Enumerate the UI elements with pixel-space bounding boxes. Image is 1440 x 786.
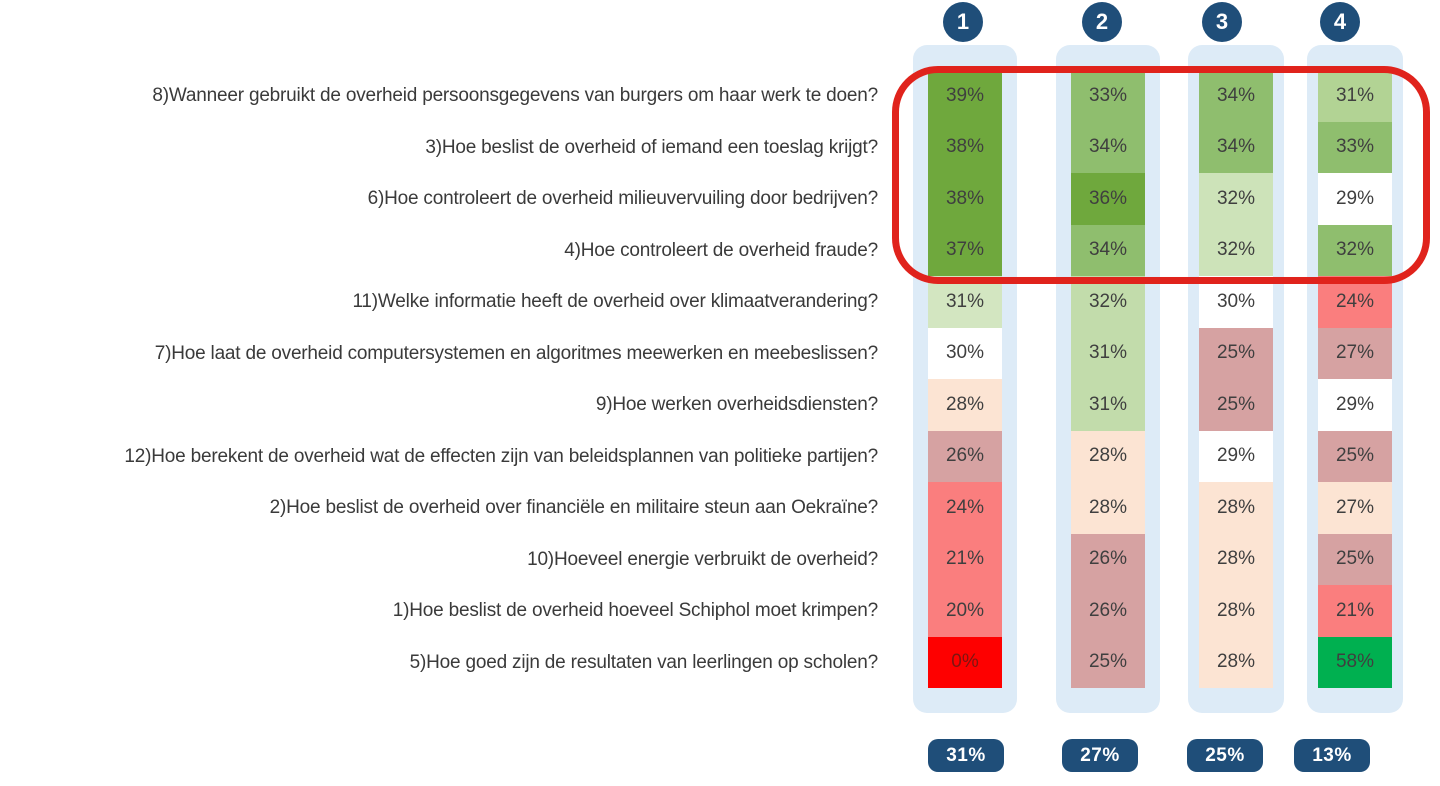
- heatmap-cell: 24%: [1318, 276, 1392, 328]
- heatmap-cell: 39%: [928, 70, 1002, 122]
- heatmap-cell: 21%: [1318, 585, 1392, 637]
- column-track: 33% 34% 36% 34% 32% 31% 31% 28% 28% 26% 26% 25%: [1056, 45, 1160, 713]
- heatmap-cell: 25%: [1071, 636, 1145, 688]
- heatmap-cell: 28%: [1199, 636, 1273, 688]
- heatmap-cell: 25%: [1199, 327, 1273, 379]
- column-total-badge: 25%: [1187, 739, 1263, 772]
- heatmap-cell: 26%: [928, 430, 1002, 482]
- heatmap-cell: 27%: [1318, 482, 1392, 534]
- heatmap-cell: 28%: [928, 379, 1002, 431]
- column-number-badge: 3: [1202, 2, 1242, 42]
- heatmap-cell: 25%: [1199, 379, 1273, 431]
- heatmap-cell: 28%: [1199, 482, 1273, 534]
- heatmap-cell: 20%: [928, 585, 1002, 637]
- heatmap-cell: 38%: [928, 121, 1002, 173]
- heatmap-cell: 29%: [1318, 379, 1392, 431]
- heatmap-cell: 28%: [1199, 585, 1273, 637]
- heatmap-cell: 0%: [928, 636, 1002, 688]
- column-track: 34% 34% 32% 32% 30% 25% 25% 29% 28% 28% 28% 28%: [1188, 45, 1284, 713]
- question-label: 12)Hoe berekent de overheid wat de effec…: [124, 445, 878, 467]
- heatmap-cell: 28%: [1199, 533, 1273, 585]
- heatmap-cell: 28%: [1071, 482, 1145, 534]
- heatmap-cell: 32%: [1071, 276, 1145, 328]
- column-total-badge: 27%: [1062, 739, 1138, 772]
- heatmap-cell: 21%: [928, 533, 1002, 585]
- question-label: 8)Wanneer gebruikt de overheid persoonsg…: [152, 85, 878, 107]
- heatmap-cell: 32%: [1199, 224, 1273, 276]
- heatmap-cell: 29%: [1318, 173, 1392, 225]
- column-track: 39% 38% 38% 37% 31% 30% 28% 26% 24% 21% 20% 0%: [913, 45, 1017, 713]
- question-label: 4)Hoe controleert de overheid fraude?: [564, 239, 878, 261]
- heatmap-cell: 26%: [1071, 585, 1145, 637]
- heatmap-cell: 36%: [1071, 173, 1145, 225]
- heatmap-cell: 33%: [1318, 121, 1392, 173]
- question-label: 9)Hoe werken overheidsdiensten?: [595, 394, 878, 416]
- column-cells: 34% 34% 32% 32% 30% 25% 25% 29% 28% 28% 28% 28%: [1188, 70, 1284, 688]
- heatmap-cell: 25%: [1318, 430, 1392, 482]
- column-track: 31% 33% 29% 32% 24% 27% 29% 25% 27% 25% 21% 58%: [1307, 45, 1403, 713]
- heatmap-cell: 31%: [928, 276, 1002, 328]
- question-label: 10)Hoeveel energie verbruikt de overheid…: [527, 548, 878, 570]
- heatmap-cell: 32%: [1199, 173, 1273, 225]
- heatmap-cell: 38%: [928, 173, 1002, 225]
- question-labels: 8)Wanneer gebruikt de overheid persoonsg…: [0, 70, 878, 688]
- question-label: 6)Hoe controleert de overheid milieuverv…: [367, 188, 879, 210]
- question-label: 7)Hoe laat de overheid computersystemen …: [154, 342, 878, 364]
- heatmap-cell: 28%: [1071, 430, 1145, 482]
- heatmap-cell: 58%: [1318, 636, 1392, 688]
- heatmap-cell: 31%: [1318, 70, 1392, 122]
- column-total-badge: 31%: [928, 739, 1004, 772]
- heatmap-cell: 24%: [928, 482, 1002, 534]
- column-cells: 31% 33% 29% 32% 24% 27% 29% 25% 27% 25% 21% 58%: [1307, 70, 1403, 688]
- question-label: 3)Hoe beslist de overheid of iemand een …: [425, 136, 878, 158]
- heatmap-cell: 32%: [1318, 224, 1392, 276]
- question-label: 1)Hoe beslist de overheid hoeveel Schiph…: [392, 600, 878, 622]
- heatmap-cell: 34%: [1071, 121, 1145, 173]
- heatmap-cell: 31%: [1071, 327, 1145, 379]
- column-cells: 39% 38% 38% 37% 31% 30% 28% 26% 24% 21% 20% 0%: [913, 70, 1017, 688]
- heatmap-cell: 34%: [1199, 121, 1273, 173]
- heatmap-cell: 30%: [928, 327, 1002, 379]
- column-number-badge: 2: [1082, 2, 1122, 42]
- question-label: 11)Welke informatie heeft de overheid ov…: [352, 291, 878, 313]
- question-label: 5)Hoe goed zijn de resultaten van leerli…: [409, 651, 879, 673]
- column-cells: 33% 34% 36% 34% 32% 31% 31% 28% 28% 26% 26% 25%: [1056, 70, 1160, 688]
- heatmap-cell: 26%: [1071, 533, 1145, 585]
- heatmap-cell: 34%: [1199, 70, 1273, 122]
- heatmap-cell: 33%: [1071, 70, 1145, 122]
- heatmap-cell: 34%: [1071, 224, 1145, 276]
- heatmap-cell: 30%: [1199, 276, 1273, 328]
- column-number-badge: 1: [943, 2, 983, 42]
- heatmap-cell: 25%: [1318, 533, 1392, 585]
- question-label: 2)Hoe beslist de overheid over financiël…: [269, 497, 879, 519]
- column-total-badge: 13%: [1294, 739, 1370, 772]
- heatmap-cell: 37%: [928, 224, 1002, 276]
- heatmap-cell: 27%: [1318, 327, 1392, 379]
- heatmap-cell: 31%: [1071, 379, 1145, 431]
- column-number-badge: 4: [1320, 2, 1360, 42]
- heatmap-cell: 29%: [1199, 430, 1273, 482]
